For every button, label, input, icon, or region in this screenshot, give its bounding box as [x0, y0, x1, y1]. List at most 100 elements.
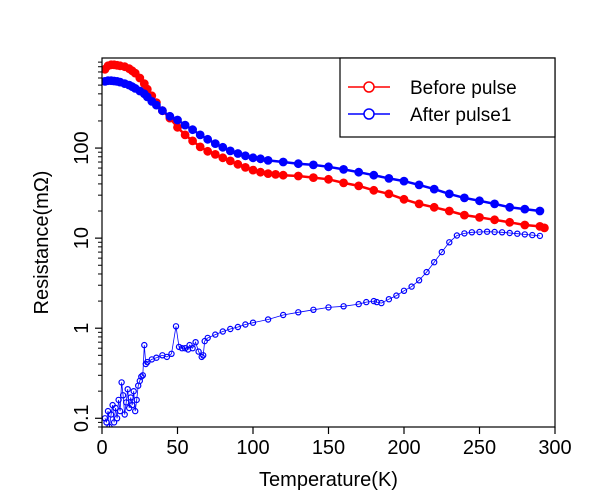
data-point [278, 157, 288, 167]
data-point [127, 394, 134, 401]
x-tick-label: 200 [387, 437, 420, 459]
data-point [203, 146, 213, 156]
data-point [172, 323, 180, 330]
data-point [173, 122, 182, 132]
data-point [124, 386, 131, 393]
data-point [339, 178, 349, 188]
data-point [431, 259, 438, 266]
data-point [293, 171, 303, 181]
data-point [263, 169, 273, 179]
data-point [248, 153, 258, 163]
data-point [414, 199, 424, 209]
data-point [505, 217, 515, 227]
data-point [385, 296, 393, 303]
data-point [476, 228, 483, 236]
y-tick-label: 1 [71, 323, 93, 334]
legend-box [339, 57, 556, 138]
data-point [212, 331, 219, 338]
data-point [189, 345, 196, 352]
legend-item: Before pulse [348, 78, 517, 99]
data-point [112, 404, 119, 412]
data-point [203, 134, 213, 144]
legend-marker [363, 108, 375, 120]
data-point [498, 229, 506, 236]
data-point [309, 160, 318, 170]
data-point [264, 316, 272, 323]
data-point [483, 228, 491, 235]
data-point [104, 407, 112, 415]
data-point [165, 111, 175, 121]
data-point [423, 268, 430, 276]
data-point [429, 202, 439, 212]
data-point [293, 159, 303, 169]
series-2 [102, 76, 545, 216]
data-point [113, 415, 121, 422]
data-point [248, 165, 258, 175]
data-point [521, 231, 529, 238]
y-tick-label: 0.1 [71, 404, 93, 432]
data-point [139, 372, 146, 379]
data-point [399, 194, 409, 204]
data-point [115, 396, 122, 404]
data-point [505, 202, 515, 212]
data-point [453, 232, 461, 239]
data-point [249, 319, 257, 326]
x-tick-label: 250 [463, 437, 496, 459]
data-point [218, 142, 228, 152]
data-point [506, 229, 513, 237]
data-point [520, 220, 530, 230]
series-line [104, 231, 540, 427]
data-point [414, 180, 424, 190]
data-point [520, 204, 530, 214]
data-point [107, 411, 115, 418]
data-point [180, 130, 190, 140]
x-tick-label: 50 [166, 437, 188, 459]
data-point [195, 142, 205, 152]
data-point [118, 379, 125, 386]
data-point [468, 229, 476, 236]
data-point [278, 170, 288, 180]
data-point [514, 230, 521, 237]
data-point [227, 325, 234, 333]
data-point [157, 106, 167, 116]
data-point [103, 419, 110, 426]
data-point [378, 299, 385, 307]
data-point [475, 196, 484, 206]
data-point [438, 248, 445, 256]
data-point [128, 401, 136, 409]
data-point [240, 151, 250, 161]
legend-label: Before pulse [410, 78, 517, 99]
data-point [446, 239, 453, 246]
data-point [233, 159, 243, 169]
data-point [354, 167, 364, 177]
data-point [408, 283, 415, 290]
data-point [141, 341, 148, 349]
data-point [122, 399, 130, 406]
data-point [178, 345, 186, 352]
data-point [153, 354, 160, 361]
data-point [199, 352, 207, 359]
data-point [135, 73, 145, 83]
data-point [144, 358, 151, 366]
data-point [324, 162, 333, 172]
data-point [181, 345, 189, 352]
data-point [535, 206, 545, 216]
y-tick-label: 10 [71, 227, 93, 249]
data-point [198, 353, 205, 361]
data-point [121, 411, 128, 418]
data-point [536, 232, 544, 240]
x-axis-title: Temperature(K) [259, 469, 398, 491]
x-tick-label: 300 [538, 437, 571, 459]
data-point [256, 154, 265, 164]
data-point [490, 199, 500, 209]
data-point [444, 206, 454, 216]
x-tick-label: 0 [96, 437, 107, 459]
series-1 [102, 60, 549, 233]
data-point [370, 297, 377, 305]
x-axis: 0 50 100 150 200 250 300 [96, 427, 572, 459]
data-point [218, 153, 228, 163]
data-point [240, 162, 250, 172]
data-point [400, 287, 408, 294]
y-axis: 0.1 1 10 100 [71, 61, 102, 432]
data-point [138, 373, 145, 380]
